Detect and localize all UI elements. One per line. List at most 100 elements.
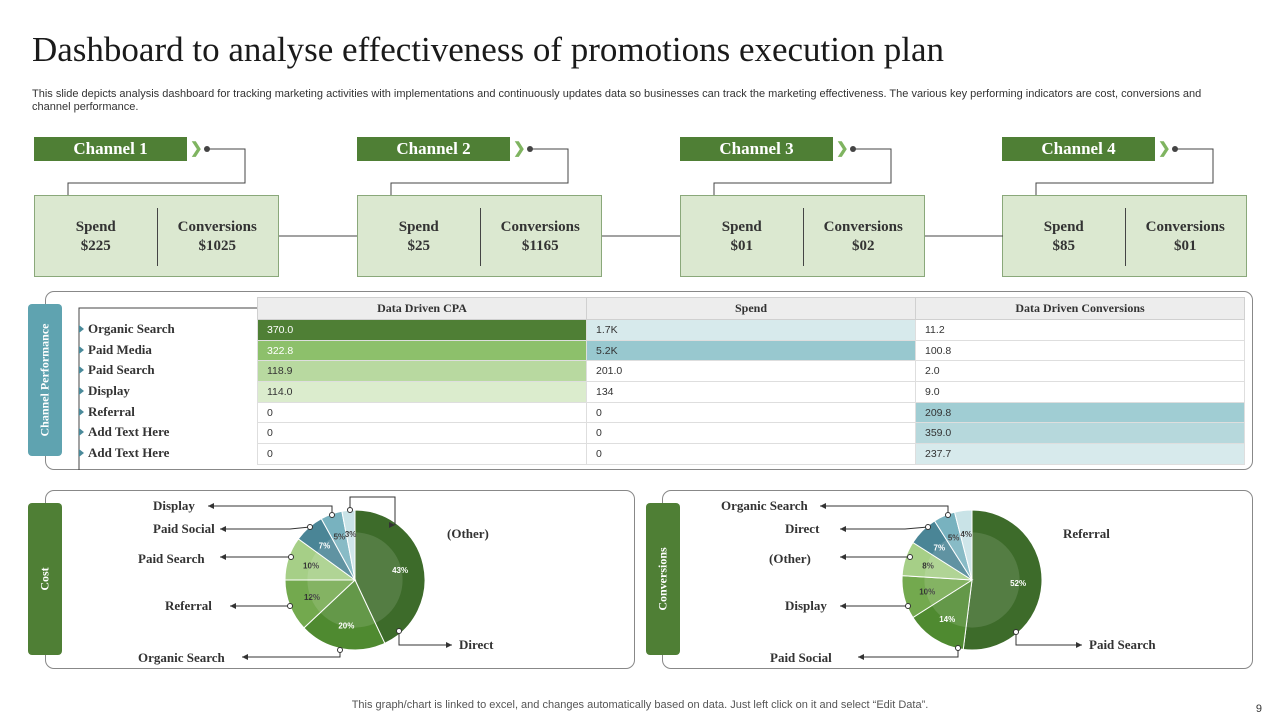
channel-1-pill: Channel 1: [34, 137, 187, 161]
row-label: Referral: [79, 402, 175, 423]
pie-slice-label: 4%: [960, 530, 972, 539]
row-label-bracket: [78, 307, 257, 470]
conv-cell: 359.0: [915, 422, 1245, 445]
connector-line: [67, 148, 246, 195]
leader-dot: [945, 512, 951, 518]
conversions-tab: Conversions: [646, 503, 680, 655]
spend-cell: 5.2K: [586, 339, 916, 362]
pie-slice-label: 20%: [338, 621, 354, 630]
leader-dot: [925, 524, 931, 530]
table-row: 114.0 134 9.0: [257, 381, 1245, 403]
channel-spend: Spend $85: [1043, 219, 1084, 254]
pie-slice-label: 3%: [345, 530, 357, 539]
cpa-cell: 0: [257, 443, 587, 465]
conv-legend-paid-social: Paid Social: [770, 650, 832, 665]
channel-performance-table: Data Driven CPA Spend Data Driven Conver…: [257, 297, 1245, 465]
conv-cell: 9.0: [915, 381, 1245, 403]
arrow-head: [230, 603, 236, 609]
conv-legend-organic-search: Organic Search: [721, 498, 808, 513]
pie-slice-label: 8%: [922, 562, 934, 571]
arrow-head: [220, 526, 226, 532]
leader-line: [840, 526, 929, 530]
spend-cell: 134: [586, 381, 916, 403]
chevron-right-icon: ❯: [1158, 140, 1171, 157]
conv-cell: 2.0: [915, 360, 1245, 383]
cpa-cell: 322.8: [257, 339, 587, 362]
channel-conversions: Conversions $1025: [177, 219, 257, 254]
leader-line: [398, 631, 452, 646]
spend-cell: 1.7K: [586, 319, 916, 341]
table-row: 0 0 359.0: [257, 422, 1245, 445]
conv-cell: 100.8: [915, 339, 1245, 362]
pie-slice-label: 12%: [304, 593, 320, 602]
cost-legend-referral: Referral: [165, 598, 212, 613]
row-label: Add Text Here: [79, 422, 175, 443]
arrow-head: [840, 603, 846, 609]
cpa-cell: 0: [257, 401, 587, 424]
pie-slice-paidsearch: [962, 509, 1043, 651]
arrow-head: [208, 503, 214, 509]
leader-dot: [907, 554, 913, 560]
page-number: 9: [1255, 703, 1262, 715]
conversions-pie-chart: 52% 14% 10% 8% 7%5%4%: [820, 503, 1082, 660]
leader-line: [820, 505, 949, 515]
column-header: Data Driven Conversions: [915, 297, 1245, 320]
leader-line: [1015, 632, 1082, 646]
page-subtitle: This slide depicts analysis dashboard fo…: [32, 88, 1202, 113]
table-row: 118.9 201.0 2.0: [257, 360, 1245, 383]
spend-cell: 0: [586, 422, 916, 445]
channel-conversions: Conversions $1165: [500, 219, 580, 254]
leader-dot: [905, 603, 911, 609]
chevron-right-icon: ❯: [513, 140, 526, 157]
arrow-head: [446, 642, 452, 648]
cost-legend-display: Display: [153, 498, 195, 513]
cpa-cell: 114.0: [257, 381, 587, 403]
pie-slice-label: 5%: [948, 534, 960, 543]
channel-performance-tab: Channel Performance: [28, 304, 62, 456]
channel-4-card: Spend $85 Conversions $01: [1002, 195, 1247, 277]
leader-dot: [288, 554, 294, 560]
channel-4-pill: Channel 4: [1002, 137, 1155, 161]
leader-dot: [329, 512, 335, 518]
pie-slice-label: 10%: [303, 562, 319, 571]
spend-cell: 0: [586, 401, 916, 424]
cost-tab: Cost: [28, 503, 62, 655]
row-label: Display: [79, 381, 175, 402]
chevron-right-icon: ❯: [836, 140, 849, 157]
arrow-head: [242, 654, 248, 660]
pie-slice-referral: [953, 509, 973, 581]
pie-slice-label: 5%: [334, 533, 346, 542]
column-header: Data Driven CPA: [257, 297, 587, 320]
performance-row-labels: Organic Search Paid Media Paid Search Di…: [79, 319, 175, 464]
conv-cell: 237.7: [915, 443, 1245, 465]
pie-slice-label: 7%: [319, 541, 331, 550]
leader-line: [242, 650, 341, 658]
channel-3-card: Spend $01 Conversions $02: [680, 195, 925, 277]
cost-pie-chart: 43% 20% 12% 10% 7%5%3%: [208, 496, 452, 660]
cost-legend-paid-social: Paid Social: [153, 521, 215, 536]
channel-conversions: Conversions $01: [1145, 219, 1225, 254]
pie-slice-label: 10%: [919, 587, 935, 596]
row-label: Paid Media: [79, 340, 175, 361]
channel-3-pill: Channel 3: [680, 137, 833, 161]
spend-cell: 201.0: [586, 360, 916, 383]
cost-legend-other: (Other): [447, 526, 489, 541]
page-title: Dashboard to analyse effectiveness of pr…: [32, 30, 944, 69]
leader-dot: [307, 524, 313, 530]
leader-dot: [955, 645, 961, 651]
conv-legend-other: (Other): [769, 551, 811, 566]
cost-legend-organic-search: Organic Search: [138, 650, 225, 665]
conv-legend-display: Display: [785, 598, 827, 613]
row-label: Organic Search: [79, 319, 175, 340]
channel-conversions: Conversions $02: [823, 219, 903, 254]
leader-dot: [287, 603, 293, 609]
channel-spend: Spend $25: [398, 219, 439, 254]
leader-dot: [337, 647, 343, 653]
arrow-head: [1076, 642, 1082, 648]
pie-slice-label: 52%: [1010, 579, 1026, 588]
arrow-head: [389, 522, 395, 528]
conv-cell: 209.8: [915, 401, 1245, 424]
connector-lines: [67, 146, 1214, 470]
conv-cell: 11.2: [915, 319, 1245, 341]
table-row: 0 0 237.7: [257, 443, 1245, 465]
